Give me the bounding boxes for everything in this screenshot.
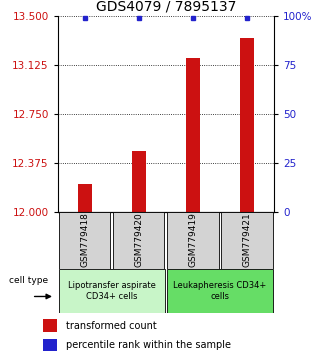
Bar bbox=[167, 212, 218, 269]
Title: GDS4079 / 7895137: GDS4079 / 7895137 bbox=[96, 0, 236, 13]
Text: GSM779418: GSM779418 bbox=[80, 212, 89, 267]
Bar bbox=[59, 269, 165, 313]
Text: GSM779419: GSM779419 bbox=[188, 212, 197, 267]
Bar bbox=[59, 212, 111, 269]
Bar bbox=[43, 319, 57, 332]
Bar bbox=[43, 338, 57, 351]
Text: Lipotransfer aspirate
CD34+ cells: Lipotransfer aspirate CD34+ cells bbox=[68, 281, 156, 301]
Text: GSM779421: GSM779421 bbox=[242, 212, 251, 267]
Text: Leukapheresis CD34+
cells: Leukapheresis CD34+ cells bbox=[173, 281, 267, 301]
Bar bbox=[167, 269, 273, 313]
Bar bbox=[78, 184, 91, 212]
Text: cell type: cell type bbox=[9, 276, 48, 285]
Bar bbox=[240, 38, 254, 212]
Bar bbox=[221, 212, 273, 269]
Text: GSM779420: GSM779420 bbox=[134, 212, 143, 267]
Bar bbox=[113, 212, 164, 269]
Text: transformed count: transformed count bbox=[65, 320, 156, 331]
Bar bbox=[186, 58, 200, 212]
Text: percentile rank within the sample: percentile rank within the sample bbox=[65, 339, 230, 350]
Bar bbox=[132, 151, 146, 212]
